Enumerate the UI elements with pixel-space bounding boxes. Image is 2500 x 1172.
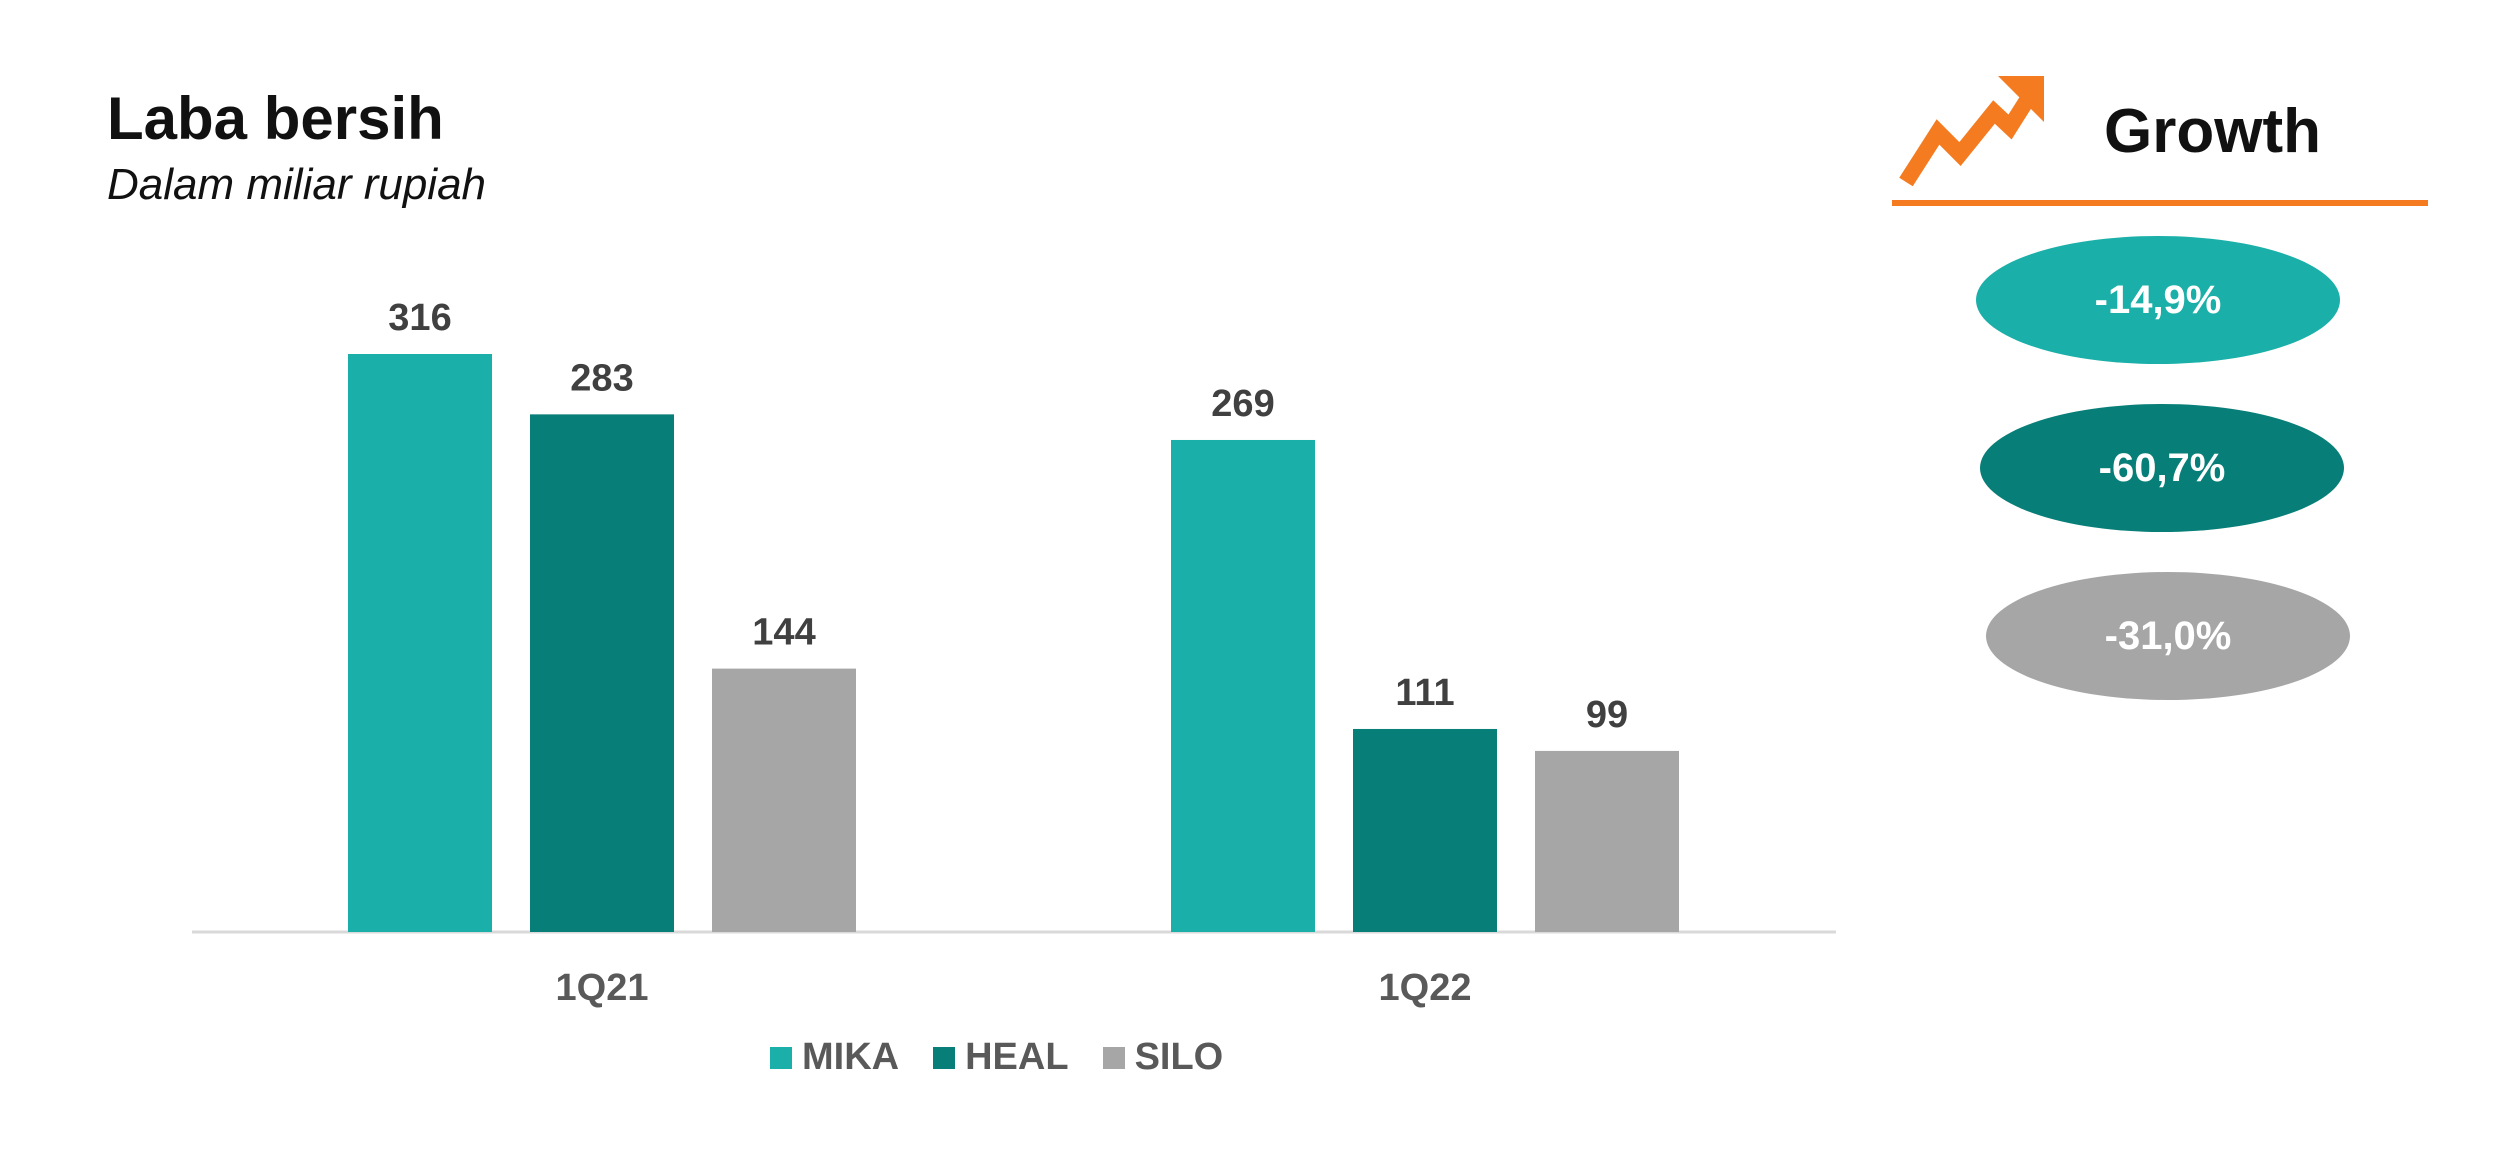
bar-mika-1q21 xyxy=(348,354,492,932)
legend-swatch xyxy=(1102,1046,1125,1069)
x-tick-label: 1Q22 xyxy=(1379,967,1472,1009)
page-title: Laba bersih xyxy=(107,85,444,152)
data-label: 111 xyxy=(1395,672,1454,714)
data-label: 99 xyxy=(1586,694,1628,736)
bar-silo-1q21 xyxy=(712,668,856,932)
legend-swatch xyxy=(933,1046,956,1069)
bar-mika-1q22 xyxy=(1171,439,1315,932)
legend-label: MIKA xyxy=(802,1036,900,1078)
data-label: 144 xyxy=(752,612,815,654)
growth-pill: -60,7% xyxy=(1980,404,2344,532)
growth-pill: -14,9% xyxy=(1976,236,2340,364)
legend-item-heal: HEAL xyxy=(933,1036,1069,1079)
data-label: 269 xyxy=(1211,383,1274,425)
legend-item-silo: SILO xyxy=(1102,1036,1224,1079)
data-label: 316 xyxy=(388,297,451,339)
legend-label: SILO xyxy=(1134,1036,1224,1078)
growth-header: Growth xyxy=(1892,70,2432,210)
x-tick-label: 1Q21 xyxy=(556,967,649,1009)
growth-pill: -31,0% xyxy=(1986,572,2350,700)
legend-label: HEAL xyxy=(965,1036,1069,1078)
growth-divider xyxy=(1892,200,2428,206)
bar-heal-1q22 xyxy=(1353,728,1497,932)
trend-up-arrow-icon xyxy=(1899,76,2044,187)
chart-legend: MIKA HEAL SILO xyxy=(770,1036,1223,1079)
legend-swatch xyxy=(770,1046,792,1069)
data-label: 283 xyxy=(570,357,633,399)
growth-title: Growth xyxy=(2104,97,2321,166)
legend-item-mika: MIKA xyxy=(770,1036,899,1079)
bar-heal-1q21 xyxy=(530,414,674,933)
bar-silo-1q22 xyxy=(1535,750,1679,932)
page-subtitle: Dalam miliar rupiah xyxy=(107,160,487,209)
